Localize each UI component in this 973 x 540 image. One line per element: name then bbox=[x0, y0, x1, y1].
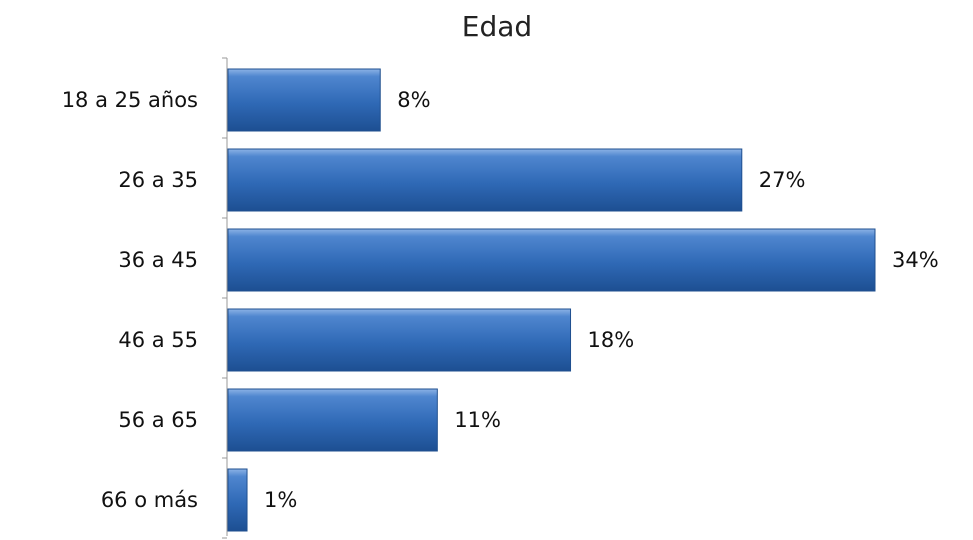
bar-series bbox=[227, 68, 876, 532]
data-label: 34% bbox=[892, 248, 939, 272]
bar-0 bbox=[227, 68, 381, 132]
category-label: 36 a 45 bbox=[118, 248, 198, 272]
data-label: 8% bbox=[397, 88, 430, 112]
bar-4 bbox=[227, 388, 438, 452]
bar-2 bbox=[227, 228, 876, 292]
category-label: 56 a 65 bbox=[118, 408, 198, 432]
category-label: 46 a 55 bbox=[118, 328, 198, 352]
data-label: 1% bbox=[264, 488, 297, 512]
category-labels: 18 a 25 años 26 a 35 36 a 45 46 a 55 56 a 65… bbox=[62, 88, 198, 512]
data-label: 11% bbox=[454, 408, 501, 432]
data-label: 27% bbox=[759, 168, 806, 192]
data-labels: 8% 27% 34% 18% 11% 1% bbox=[264, 88, 939, 512]
chart-title: Edad bbox=[462, 10, 532, 43]
bar-3 bbox=[227, 308, 572, 372]
category-label: 26 a 35 bbox=[118, 168, 198, 192]
category-label: 18 a 25 años bbox=[62, 88, 198, 112]
category-label: 66 o más bbox=[101, 488, 198, 512]
data-label: 18% bbox=[588, 328, 635, 352]
bar-1 bbox=[227, 148, 743, 212]
bar-5 bbox=[227, 468, 248, 532]
y-axis-ticks bbox=[222, 57, 227, 539]
